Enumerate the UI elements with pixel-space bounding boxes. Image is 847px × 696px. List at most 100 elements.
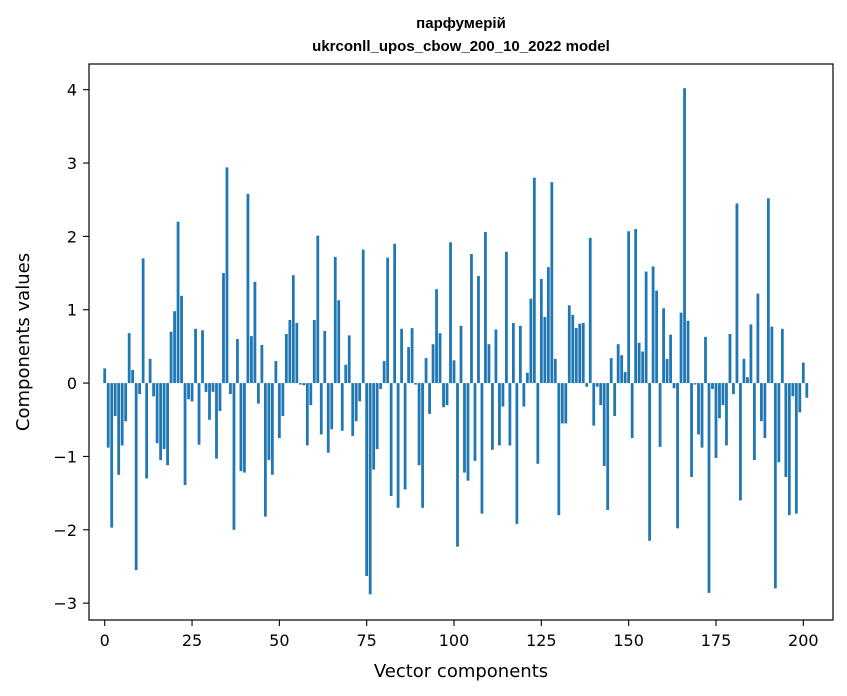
bar: [375, 383, 379, 450]
bar: [204, 383, 208, 392]
bar: [529, 298, 533, 384]
bar: [173, 311, 176, 384]
bar: [522, 383, 526, 407]
x-axis-label: Vector components: [374, 661, 548, 682]
bar: [442, 383, 445, 408]
bar: [592, 383, 596, 426]
bar: [763, 383, 767, 439]
bar: [578, 323, 582, 384]
bar: [379, 383, 383, 389]
bar: [711, 383, 714, 389]
bar: [697, 383, 700, 435]
bar: [243, 383, 246, 473]
bar: [351, 383, 355, 436]
bar: [438, 333, 442, 384]
bar: [270, 383, 274, 475]
bar: [784, 383, 788, 477]
y-tick-label: −3: [53, 594, 77, 613]
bar: [291, 275, 295, 384]
bar: [386, 257, 390, 384]
bar: [166, 383, 169, 466]
bar: [183, 383, 187, 486]
x-axis-ticks: 0 25 50 75 100 125 150 175 200: [100, 620, 819, 650]
bar: [686, 320, 690, 384]
bar: [218, 383, 222, 411]
bar: [124, 383, 128, 422]
bar: [508, 383, 512, 446]
bar: [766, 198, 770, 384]
x-tick-label: 0: [100, 631, 110, 650]
bar: [208, 383, 211, 420]
bar: [424, 358, 428, 384]
bar: [305, 383, 309, 446]
bar: [372, 383, 376, 470]
bar: [644, 271, 648, 384]
bar: [264, 383, 267, 517]
x-tick-label: 75: [357, 631, 377, 650]
bar: [634, 229, 638, 384]
bar: [512, 322, 515, 384]
bar: [152, 383, 156, 397]
bar: [753, 383, 756, 461]
bar: [571, 314, 575, 384]
bar: [679, 312, 683, 384]
bar: [470, 253, 473, 384]
bar: [134, 383, 138, 571]
bar: [330, 383, 334, 430]
bar: [707, 383, 711, 593]
bar: [253, 281, 257, 384]
bar: [417, 383, 421, 466]
bar: [602, 383, 606, 466]
bar: [257, 383, 260, 404]
y-tick-label: 0: [67, 374, 77, 393]
bar: [749, 324, 753, 384]
bar: [155, 383, 159, 444]
bar: [742, 358, 746, 384]
bar: [148, 358, 152, 384]
bar: [250, 336, 253, 384]
bar: [452, 360, 456, 384]
bar: [197, 383, 201, 445]
bar: [735, 203, 739, 384]
bar: [484, 231, 487, 384]
bar: [732, 383, 735, 395]
bar: [302, 383, 306, 386]
bar: [344, 364, 348, 384]
bar: [655, 290, 658, 384]
bar: [725, 383, 728, 446]
bar: [431, 344, 435, 384]
bar: [162, 383, 166, 450]
bar: [246, 193, 250, 384]
bar: [298, 383, 302, 385]
bar: [229, 383, 232, 395]
bar: [169, 331, 173, 384]
bar: [176, 221, 180, 384]
bar: [211, 383, 215, 392]
bar: [525, 372, 529, 384]
bar: [354, 383, 358, 422]
bar: [581, 322, 585, 384]
bar: [567, 305, 571, 384]
y-tick-label: −1: [53, 447, 77, 466]
bar: [141, 258, 145, 384]
bar: [347, 335, 351, 384]
bar: [421, 383, 424, 508]
bar: [456, 383, 459, 547]
bar: [449, 242, 452, 384]
bar: [400, 328, 404, 384]
bar: [700, 383, 704, 448]
bar: [190, 383, 194, 402]
bar: [798, 383, 802, 413]
bar: [791, 383, 795, 397]
bar: [267, 383, 271, 461]
bar: [180, 295, 183, 384]
bar: [309, 383, 313, 406]
bar: [518, 325, 522, 384]
bar: [665, 358, 669, 384]
bar: [683, 88, 686, 384]
bar: [428, 383, 431, 414]
bar: [466, 383, 470, 481]
bar: [718, 383, 721, 419]
bar: [539, 278, 543, 384]
bar: [770, 326, 774, 384]
